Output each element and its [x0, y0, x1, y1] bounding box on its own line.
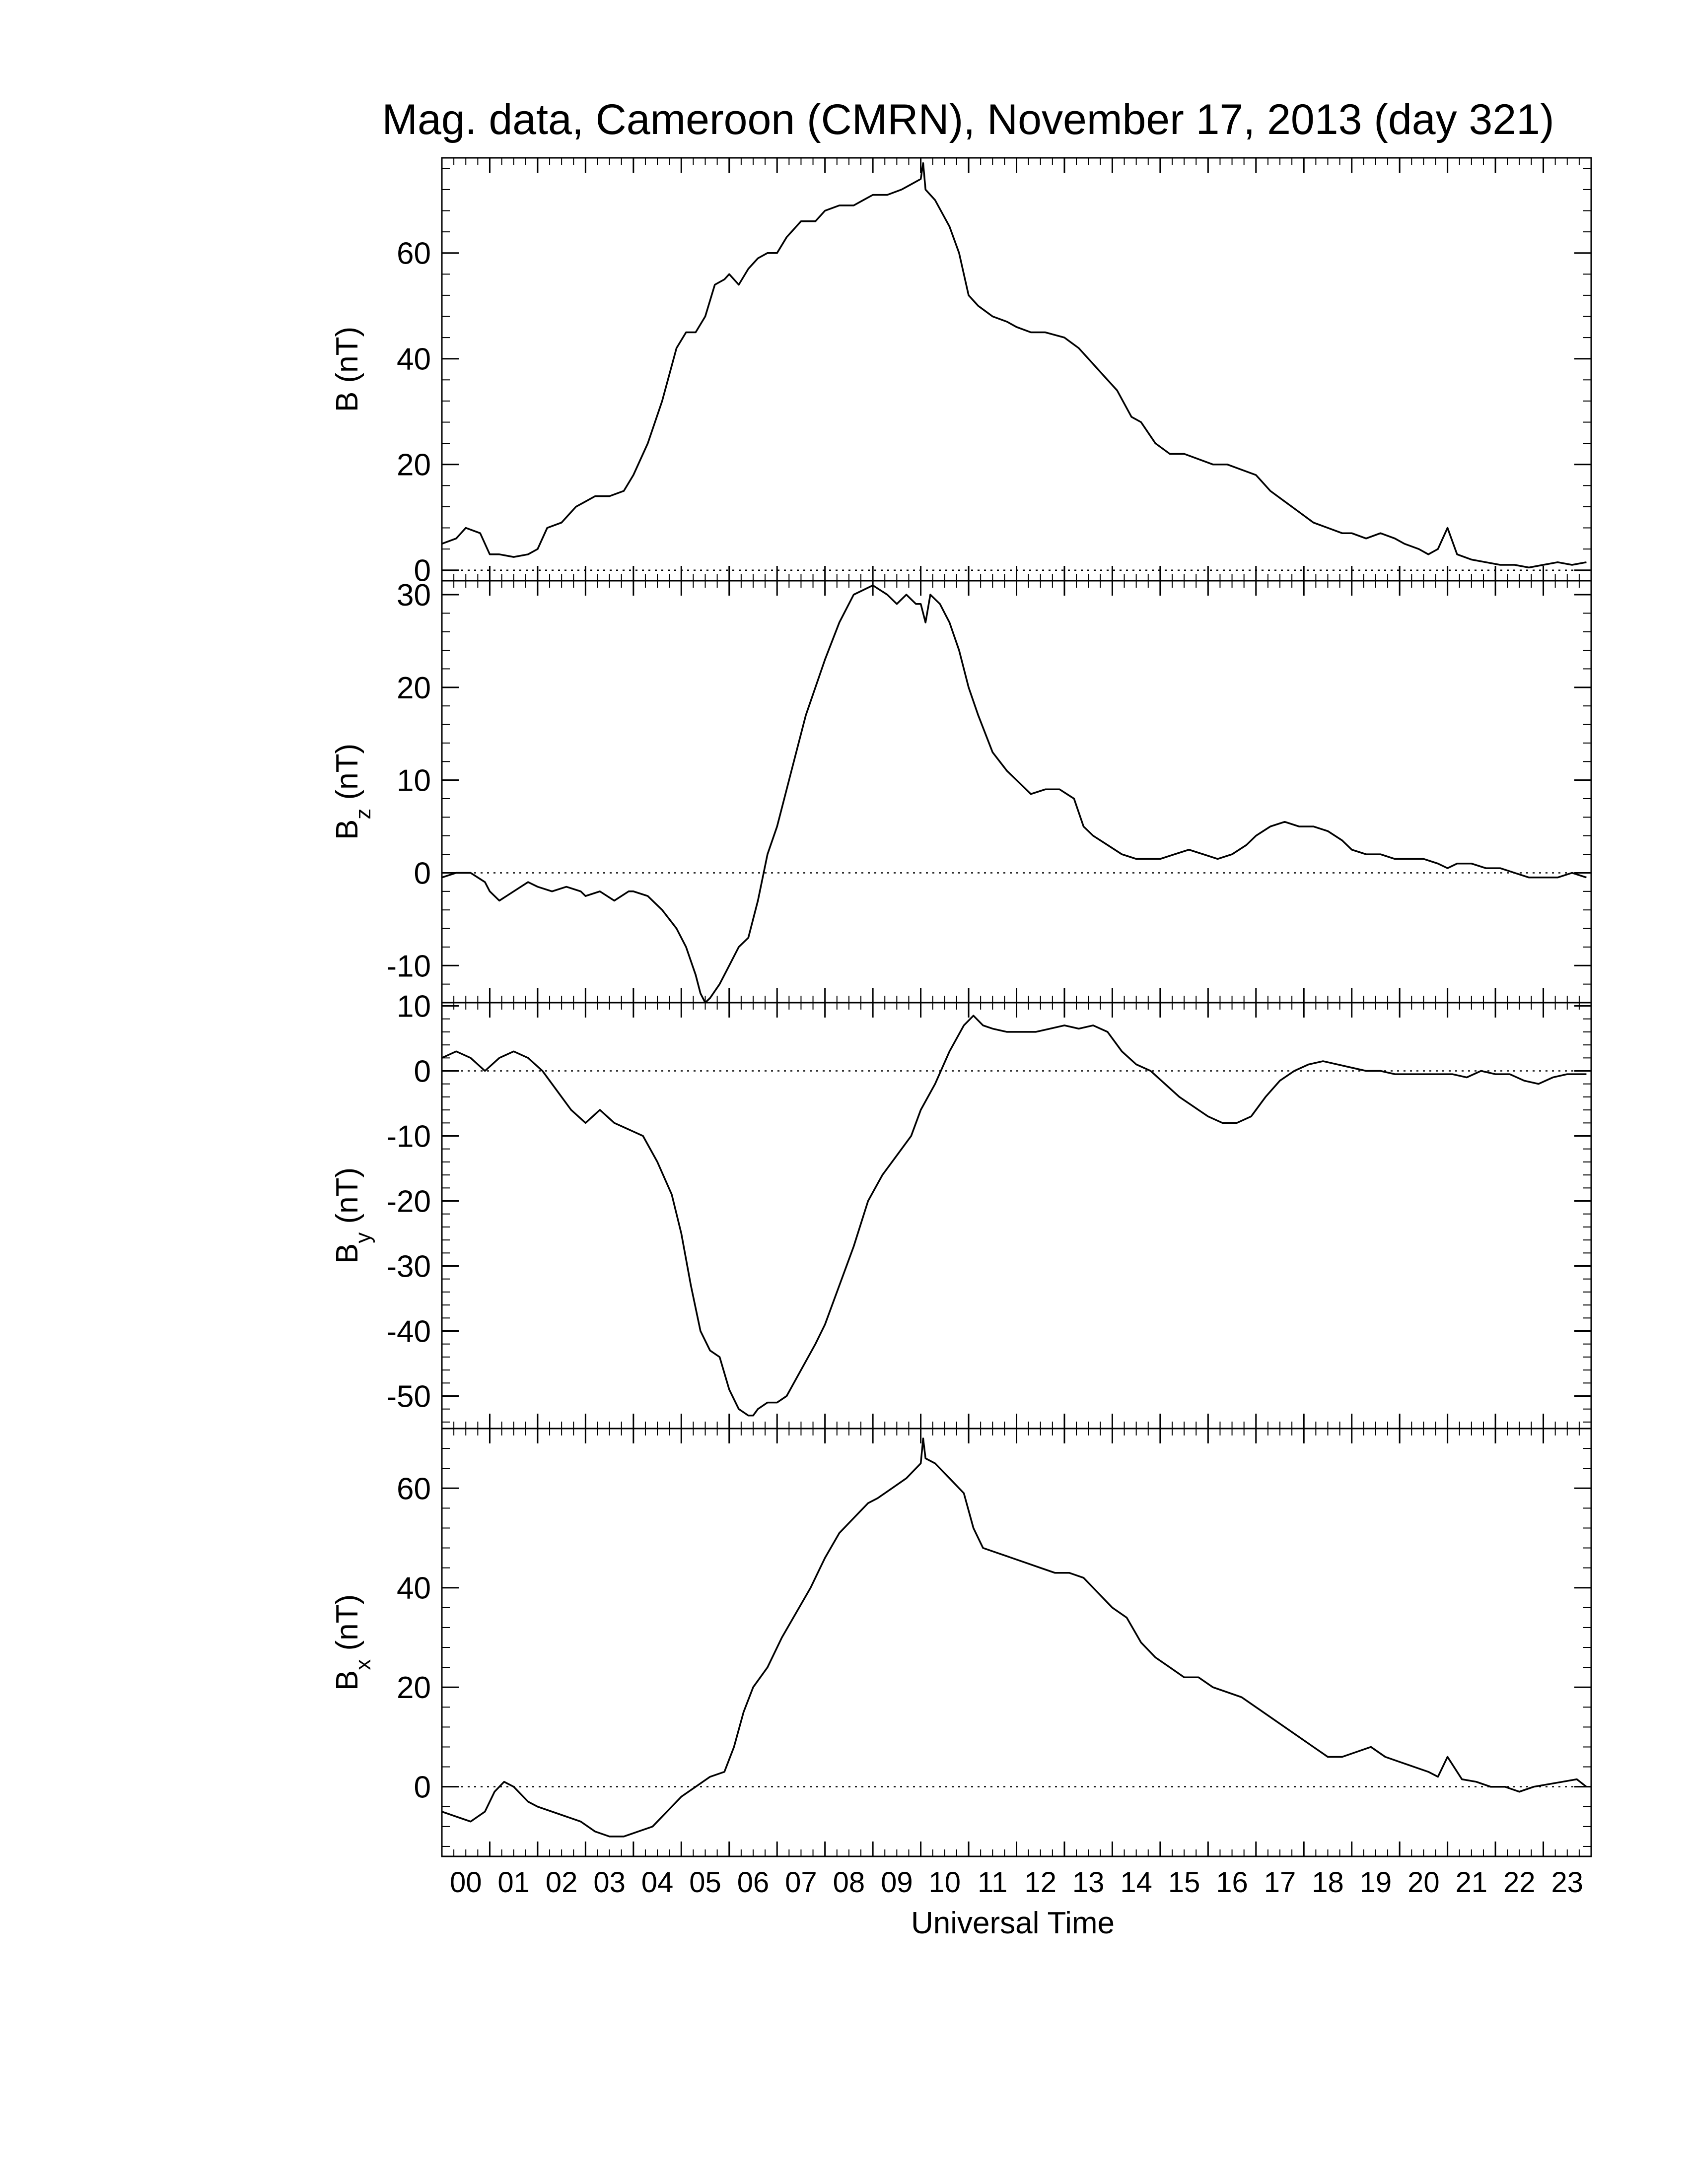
y-tick-label: 0: [414, 1771, 431, 1805]
y-axis-label-main: B: [330, 392, 364, 412]
y-tick-label: 20: [397, 448, 431, 482]
y-axis-label: B (nT): [330, 327, 364, 412]
x-tick-label: 00: [450, 1866, 482, 1899]
y-tick-label: 0: [414, 554, 431, 588]
y-axis-label-sub: z: [351, 809, 375, 819]
x-tick-label: 23: [1551, 1866, 1584, 1899]
y-axis-label-unit: (nT): [330, 1167, 364, 1232]
y-tick-label: 0: [414, 1055, 431, 1089]
x-axis-label: Universal Time: [911, 1906, 1115, 1940]
y-axis-label-unit: (nT): [330, 1594, 364, 1659]
x-tick-label: 14: [1120, 1866, 1152, 1899]
panel-b: 0 20 40 60 B (nT): [330, 157, 1592, 588]
x-tick-label: 17: [1264, 1866, 1296, 1899]
x-tick-label: 09: [881, 1866, 913, 1899]
y-tick-label: 20: [397, 671, 431, 705]
y-tick-label: -40: [386, 1315, 431, 1349]
x-tick-label: 06: [737, 1866, 770, 1899]
y-tick-label: -10: [386, 1120, 431, 1154]
y-tick-label: -30: [386, 1250, 431, 1284]
series-line-bx: [441, 1437, 1587, 1838]
y-axis-label-sub: x: [351, 1659, 375, 1670]
y-tick-label: 60: [397, 237, 431, 271]
x-tick-label: 19: [1360, 1866, 1392, 1899]
y-tick-label: -20: [386, 1185, 431, 1219]
y-tick-label: -10: [386, 949, 431, 983]
y-axis-label: Bx (nT): [330, 1594, 375, 1691]
y-axis-label-sub: y: [351, 1232, 375, 1243]
x-tick-label: 18: [1312, 1866, 1344, 1899]
y-axis-label-main: B: [330, 819, 364, 840]
y-axis-label-main: B: [330, 1243, 364, 1264]
x-tick-label: 02: [546, 1866, 578, 1899]
y-tick-label: -50: [386, 1380, 431, 1414]
series-line-bz: [441, 584, 1587, 1004]
y-tick-label: 60: [397, 1472, 431, 1506]
y-axis-label-unit: (nT): [330, 744, 364, 809]
y-axis-label-unit: (nT): [330, 327, 364, 392]
x-tick-label: 12: [1024, 1866, 1056, 1899]
x-tick-label: 16: [1216, 1866, 1248, 1899]
x-tick-label: 21: [1456, 1866, 1488, 1899]
x-tick-label: 03: [593, 1866, 626, 1899]
y-tick-label: 0: [414, 856, 431, 890]
x-tick-label: 05: [689, 1866, 721, 1899]
x-tick-label: 20: [1407, 1866, 1440, 1899]
panel-bx: 0 20 40 60 Bx (nT): [330, 1428, 1592, 1857]
x-tick-label: 04: [641, 1866, 674, 1899]
y-tick-label: 20: [397, 1671, 431, 1705]
y-axis-label: Bz (nT): [330, 744, 375, 840]
y-axis-label-main: B: [330, 1670, 364, 1691]
x-tick-labels: 00 01 02 03 04 05 06 07 08 09 10 11 12 13 14 15 16 17 18 19…: [450, 1866, 1583, 1899]
series-line-b: [441, 162, 1587, 569]
x-tick-label: 11: [978, 1866, 1007, 1899]
y-tick-label: 10: [397, 990, 431, 1024]
y-axis-label: By (nT): [330, 1167, 375, 1264]
y-tick-label: 40: [397, 342, 431, 377]
y-tick-label: 30: [397, 578, 431, 613]
y-tick-label: 40: [397, 1571, 431, 1606]
x-tick-label: 15: [1168, 1866, 1200, 1899]
x-tick-label: 10: [929, 1866, 961, 1899]
x-tick-label: 22: [1503, 1866, 1536, 1899]
x-tick-label: 01: [497, 1866, 530, 1899]
figure-title: Mag. data, Cameroon (CMRN), November 17,…: [382, 96, 1554, 143]
x-tick-label: 13: [1072, 1866, 1105, 1899]
x-tick-label: 07: [785, 1866, 817, 1899]
panel-by: -50 -40 -30 -20 -10 0 10 By (nT): [330, 990, 1592, 1430]
series-line-by: [441, 1015, 1587, 1417]
y-tick-label: 10: [397, 764, 431, 798]
x-tick-label: 08: [833, 1866, 865, 1899]
